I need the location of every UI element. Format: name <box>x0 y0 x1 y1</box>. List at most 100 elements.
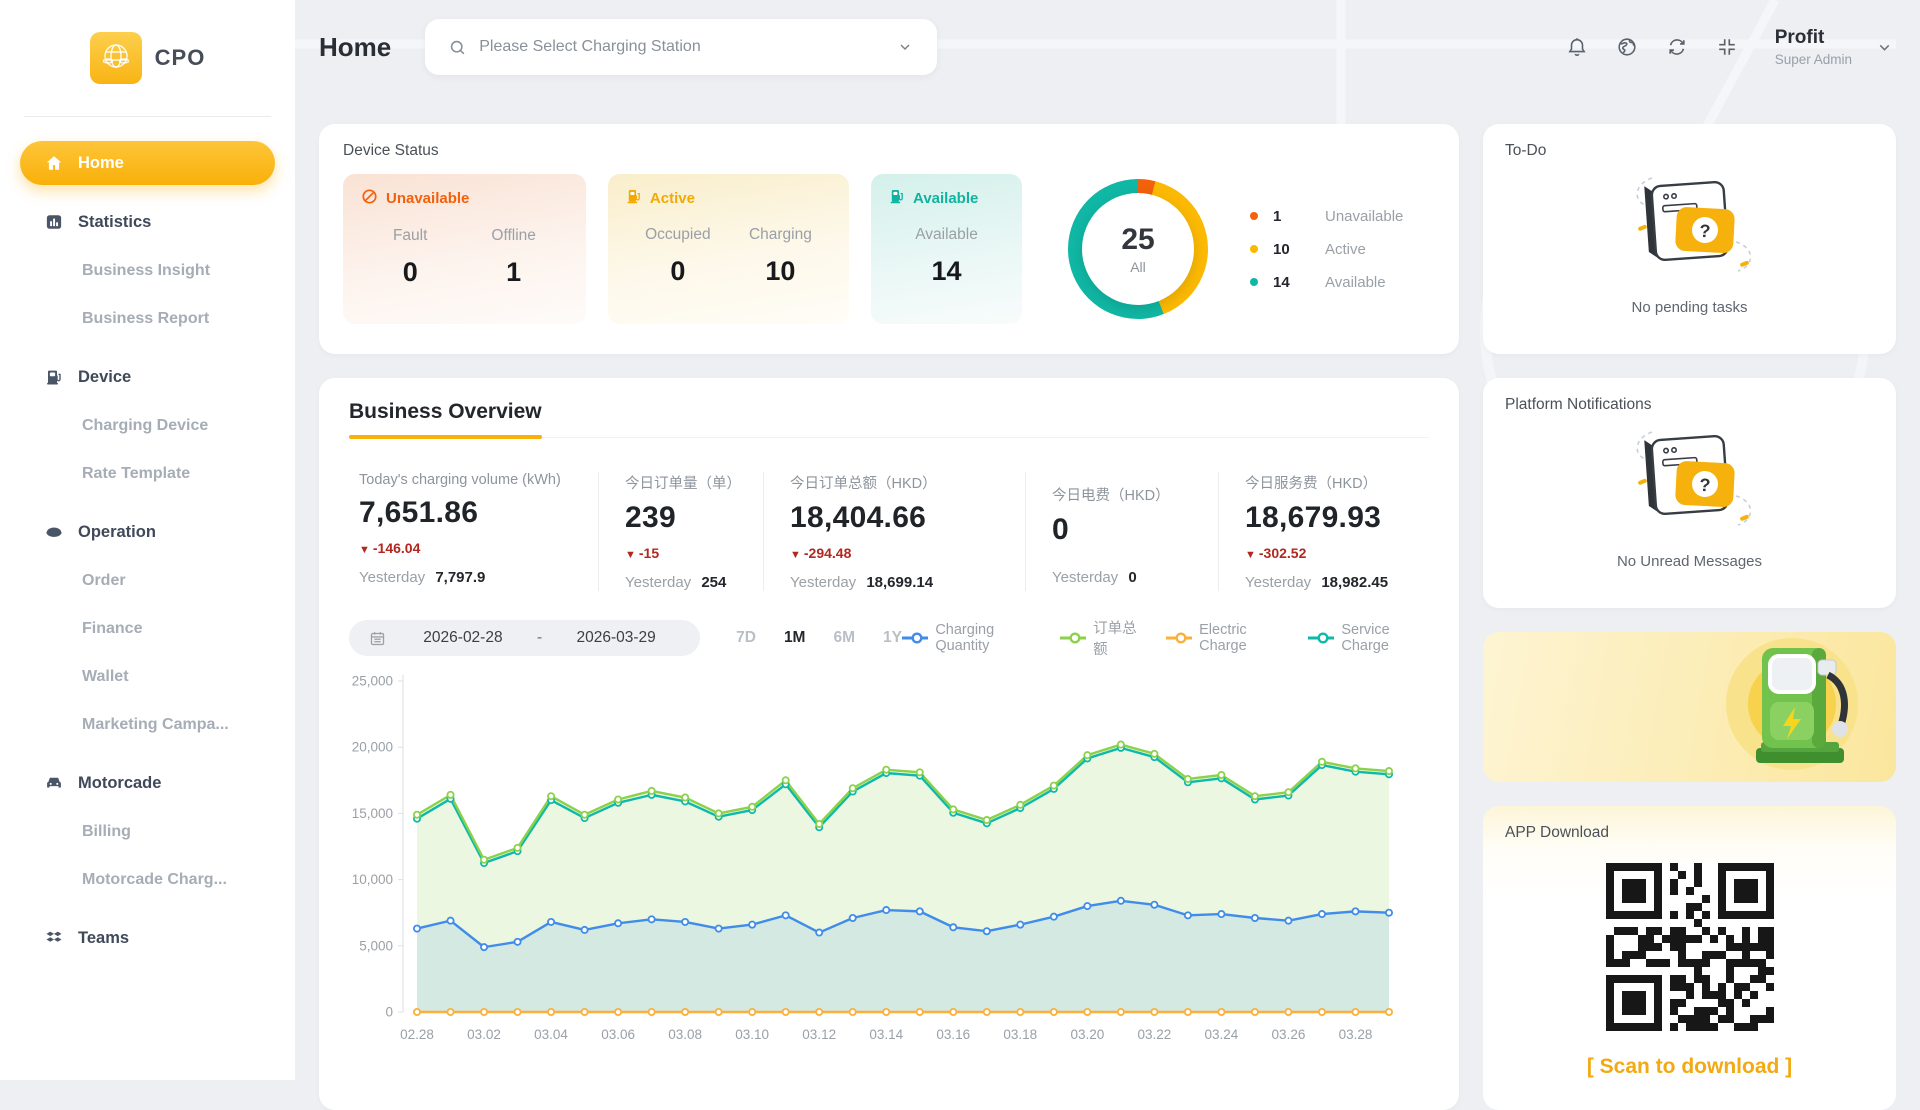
stat-label: 今日服务费（HKD） <box>1245 476 1378 492</box>
sidebar-item-business-insight[interactable]: Business Insight <box>82 262 211 279</box>
operation-icon <box>44 522 64 542</box>
charging-station-select[interactable]: Please Select Charging Station <box>425 19 938 75</box>
sidebar-item-order[interactable]: Order <box>82 572 126 589</box>
donut-ring: 25 All <box>1068 179 1208 319</box>
legend-dot <box>1250 278 1258 286</box>
chart-legend-item[interactable]: Service Charge <box>1308 622 1429 654</box>
legend-marker <box>902 632 929 644</box>
sidebar-item-teams[interactable]: Teams <box>20 916 275 960</box>
range-button-1y[interactable]: 1Y <box>883 629 902 646</box>
stat-label: 今日电费（HKD） <box>1052 488 1170 504</box>
legend-marker <box>1308 632 1335 644</box>
stat-value: 239 <box>625 501 676 534</box>
sidebar-item-motorcade[interactable]: Motorcade <box>20 761 275 805</box>
sidebar-item-statistics[interactable]: Statistics <box>20 200 275 244</box>
chart-legend: Charging Quantity 订单总额 Electric Charge Serv… <box>902 617 1429 659</box>
sidebar: CPO Home Statistics Business Insight Busine… <box>0 0 295 1080</box>
chart-legend-item[interactable]: Electric Charge <box>1165 622 1286 654</box>
date-end[interactable]: 2026-03-29 <box>576 629 656 646</box>
sidebar-item-rate-template[interactable]: Rate Template <box>82 465 191 482</box>
teams-icon <box>44 928 64 948</box>
user-menu[interactable]: Profit Super Admin <box>1775 27 1896 67</box>
range-button-7d[interactable]: 7D <box>736 629 756 646</box>
user-name: Profit <box>1774 27 1825 48</box>
svg-text:03.08: 03.08 <box>668 1027 702 1042</box>
stat-yesterday: Yesterday 0 <box>1052 569 1137 586</box>
refresh-icon[interactable] <box>1665 35 1689 59</box>
donut-total-label: All <box>1130 259 1146 275</box>
app-download-card: APP Download [ Scan to download ] <box>1483 806 1896 1110</box>
donut-legend-item: 10 Active <box>1250 241 1435 258</box>
notification-bell-icon[interactable] <box>1565 35 1589 59</box>
date-start[interactable]: 2026-02-28 <box>423 629 503 646</box>
calendar-icon <box>365 626 389 650</box>
legend-dot <box>1250 245 1258 253</box>
language-globe-icon[interactable] <box>1615 35 1639 59</box>
device-status-title: Device Status <box>343 142 439 159</box>
right-column: To-Do <box>1483 124 1896 1110</box>
sidebar-item-motorcade-charg[interactable]: Motorcade Charg... <box>82 871 227 888</box>
stat-label: 今日订单量（单） <box>625 476 741 492</box>
charging-pile-icon <box>626 188 642 208</box>
svg-text:03.10: 03.10 <box>735 1027 769 1042</box>
fault-metric: Fault 0 <box>392 227 428 287</box>
device-donut-chart: 25 All 1 Unavailable 10 Active 14 Available <box>1068 179 1435 319</box>
stat-yesterday: Yesterday 18,699.14 <box>790 574 934 591</box>
svg-text:02.28: 02.28 <box>400 1027 434 1042</box>
user-role: Super Admin <box>1774 52 1852 67</box>
sidebar-item-finance[interactable]: Finance <box>82 620 143 637</box>
sidebar-item-business-report[interactable]: Business Report <box>82 310 210 327</box>
svg-text:15,000: 15,000 <box>352 806 393 821</box>
sidebar-item-home[interactable]: Home <box>20 141 275 185</box>
charging-pile-icon <box>889 188 905 208</box>
donut-legend: 1 Unavailable 10 Active 14 Available <box>1250 208 1435 291</box>
chart-controls: 2026-02-28 - 2026-03-29 7D 1M 6M 1Y Chargin… <box>349 617 1429 659</box>
sidebar-item-device[interactable]: Device <box>20 355 275 399</box>
user-chevron-down-icon <box>1872 35 1896 59</box>
active-tile: Active Occupied 0 Charging 10 <box>607 174 850 324</box>
todo-card: To-Do <box>1483 124 1896 354</box>
sidebar-item-charging-device[interactable]: Charging Device <box>82 417 209 434</box>
svg-text:?: ? <box>1698 221 1710 242</box>
sidebar-item-marketing-campa[interactable]: Marketing Campa... <box>82 716 229 733</box>
stat-delta: ▼ -302.52 <box>1245 545 1307 561</box>
occupied-metric: Occupied 0 <box>645 226 711 286</box>
brand-name: CPO <box>154 45 206 70</box>
date-range-picker[interactable]: 2026-02-28 - 2026-03-29 <box>349 620 701 656</box>
business-chart: 0 5,000 10,000 15,000 20,000 25,000 02.28 03.02… <box>349 667 1429 1064</box>
svg-text:03.24: 03.24 <box>1205 1027 1239 1042</box>
svg-text:5,000: 5,000 <box>359 938 393 953</box>
legend-dot <box>1250 212 1258 220</box>
app-download-qr-code <box>1604 862 1775 1037</box>
stat-delta: ▼ -146.04 <box>359 540 421 556</box>
empty-tasks-illustration: ? <box>1590 164 1790 291</box>
range-button-1m[interactable]: 1M <box>783 629 806 646</box>
svg-text:10,000: 10,000 <box>352 872 393 887</box>
empty-messages-illustration: ? <box>1590 418 1790 545</box>
stat-cell: 今日订单总额（HKD） 18,404.66 ▼ -294.48 Yesterday 18… <box>764 472 1026 591</box>
device-icon <box>44 367 64 387</box>
app-download-title: APP Download <box>1505 824 1609 841</box>
sidebar-item-billing[interactable]: Billing <box>82 823 131 840</box>
range-button-6m[interactable]: 6M <box>833 629 856 646</box>
svg-text:03.12: 03.12 <box>802 1027 836 1042</box>
stat-yesterday: Yesterday 7,797.9 <box>359 569 486 586</box>
sidebar-item-wallet[interactable]: Wallet <box>82 668 129 685</box>
stat-cell: 今日服务费（HKD） 18,679.93 ▼ -302.52 Yesterday 18,… <box>1219 472 1429 591</box>
svg-text:03.20: 03.20 <box>1070 1027 1104 1042</box>
donut-total: 25 <box>1121 223 1155 256</box>
stat-label: Today's charging volume (kWh) <box>359 472 561 488</box>
chart-legend-item[interactable]: Charging Quantity <box>902 622 1038 654</box>
promo-banner[interactable] <box>1483 632 1896 782</box>
chart-legend-item[interactable]: 订单总额 <box>1059 617 1144 659</box>
sidebar-item-operation[interactable]: Operation <box>20 510 275 554</box>
motorcade-icon <box>44 773 64 793</box>
active-tile-header: Active <box>626 188 831 208</box>
svg-text:03.02: 03.02 <box>467 1027 501 1042</box>
brand-logo: CPO <box>20 0 275 116</box>
exit-fullscreen-icon[interactable] <box>1715 35 1739 59</box>
stat-value: 18,679.93 <box>1245 501 1382 534</box>
scan-to-download-text: [ Scan to download ] <box>1586 1055 1793 1078</box>
svg-text:03.04: 03.04 <box>534 1027 568 1042</box>
main-area: Home Please Select Charging Station <box>295 0 1920 1110</box>
